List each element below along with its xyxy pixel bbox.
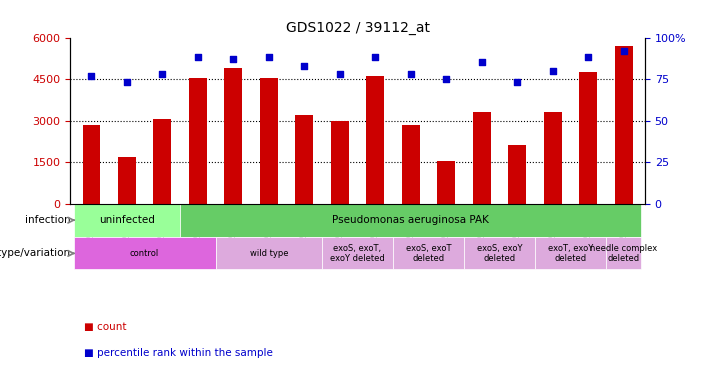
Bar bbox=[437, 160, 455, 204]
Text: needle complex
deleted: needle complex deleted bbox=[590, 244, 658, 263]
Point bbox=[86, 73, 97, 79]
FancyBboxPatch shape bbox=[180, 204, 641, 237]
Point bbox=[476, 59, 487, 65]
Text: exoS, exoY
deleted: exoS, exoY deleted bbox=[477, 244, 522, 263]
FancyBboxPatch shape bbox=[322, 237, 393, 269]
Point bbox=[512, 80, 523, 86]
Text: Pseudomonas aeruginosa PAK: Pseudomonas aeruginosa PAK bbox=[332, 215, 489, 225]
Bar bbox=[367, 76, 384, 204]
Point bbox=[121, 80, 132, 86]
Bar bbox=[154, 119, 171, 204]
Text: uninfected: uninfected bbox=[99, 215, 155, 225]
Text: control: control bbox=[130, 249, 159, 258]
Point bbox=[228, 56, 239, 62]
Bar bbox=[508, 146, 526, 204]
Point bbox=[299, 63, 310, 69]
Point bbox=[192, 54, 203, 60]
Point bbox=[334, 71, 346, 77]
Text: ■ percentile rank within the sample: ■ percentile rank within the sample bbox=[84, 348, 273, 358]
FancyBboxPatch shape bbox=[74, 204, 180, 237]
Bar bbox=[473, 112, 491, 204]
FancyBboxPatch shape bbox=[606, 237, 641, 269]
Bar bbox=[260, 78, 278, 204]
Text: wild type: wild type bbox=[250, 249, 288, 258]
Point bbox=[157, 71, 168, 77]
Point bbox=[547, 68, 558, 74]
Point bbox=[369, 54, 381, 60]
Text: ■ count: ■ count bbox=[84, 322, 127, 332]
Bar bbox=[224, 68, 242, 204]
FancyBboxPatch shape bbox=[216, 237, 322, 269]
Text: infection: infection bbox=[25, 215, 71, 225]
Text: exoS, exoT,
exoY deleted: exoS, exoT, exoY deleted bbox=[330, 244, 385, 263]
Text: exoT, exoY
deleted: exoT, exoY deleted bbox=[547, 244, 593, 263]
Point bbox=[583, 54, 594, 60]
Bar bbox=[295, 115, 313, 204]
Point bbox=[263, 54, 274, 60]
Text: genotype/variation: genotype/variation bbox=[0, 248, 71, 258]
Point bbox=[441, 76, 452, 82]
Text: exoS, exoT
deleted: exoS, exoT deleted bbox=[406, 244, 451, 263]
Title: GDS1022 / 39112_at: GDS1022 / 39112_at bbox=[285, 21, 430, 35]
Bar bbox=[189, 78, 207, 204]
Point bbox=[618, 48, 629, 54]
Bar bbox=[544, 112, 562, 204]
Bar bbox=[579, 72, 597, 204]
FancyBboxPatch shape bbox=[74, 237, 216, 269]
Point bbox=[405, 71, 416, 77]
Bar bbox=[118, 156, 136, 204]
Bar bbox=[83, 124, 100, 204]
Bar bbox=[331, 120, 348, 204]
FancyBboxPatch shape bbox=[464, 237, 535, 269]
FancyBboxPatch shape bbox=[393, 237, 464, 269]
Bar bbox=[70, 204, 645, 206]
Bar bbox=[615, 46, 632, 204]
Bar bbox=[402, 124, 420, 204]
FancyBboxPatch shape bbox=[535, 237, 606, 269]
